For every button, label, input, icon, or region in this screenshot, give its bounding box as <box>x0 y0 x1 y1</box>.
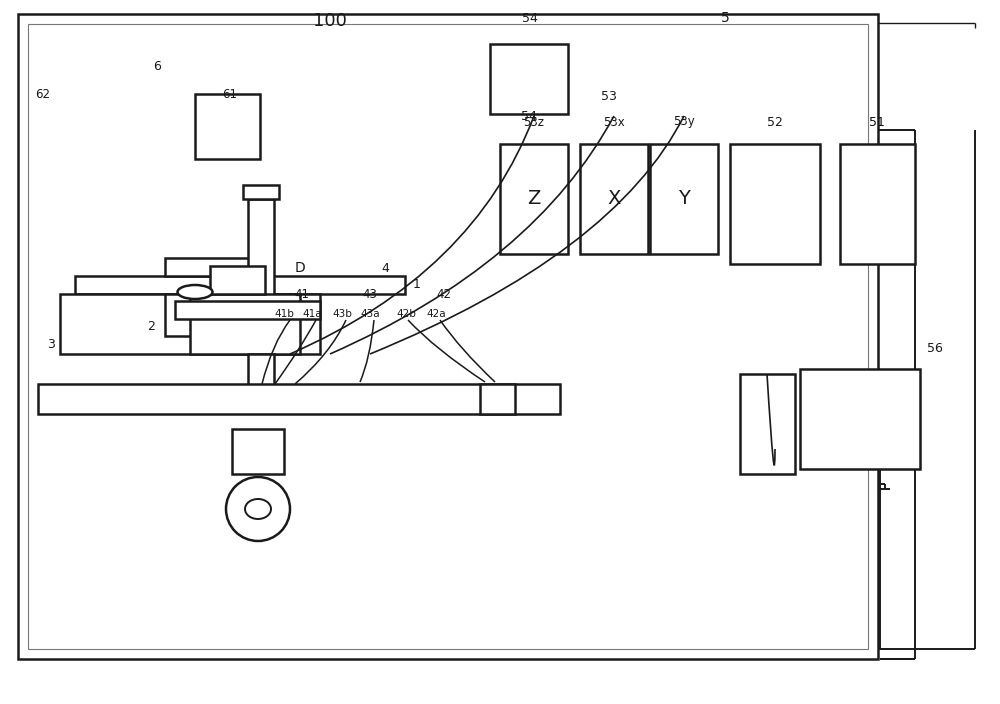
Bar <box>210 266 265 294</box>
Bar <box>18 14 878 659</box>
Text: 52: 52 <box>767 115 783 129</box>
Text: 43b: 43b <box>332 309 352 319</box>
Bar <box>165 258 265 276</box>
Bar <box>730 144 820 264</box>
Bar <box>580 144 648 254</box>
Text: 43: 43 <box>363 287 377 301</box>
Bar <box>740 374 795 474</box>
Text: Z: Z <box>527 189 541 208</box>
Bar <box>165 294 225 336</box>
Text: 56: 56 <box>927 343 943 356</box>
Text: 42a: 42a <box>426 309 446 319</box>
Text: 2: 2 <box>147 320 155 332</box>
Text: 41: 41 <box>294 287 310 301</box>
Bar <box>248 354 274 394</box>
Text: 6: 6 <box>153 60 161 73</box>
Text: 5: 5 <box>721 11 729 25</box>
Bar <box>650 144 718 254</box>
Text: 42: 42 <box>436 287 452 301</box>
Text: 61: 61 <box>222 87 238 101</box>
Bar <box>840 144 915 264</box>
Bar <box>480 384 515 414</box>
Text: 3: 3 <box>47 337 55 351</box>
Bar <box>60 294 320 354</box>
Bar <box>500 144 568 254</box>
Text: Y: Y <box>678 189 690 208</box>
Text: 42b: 42b <box>396 309 416 319</box>
Bar <box>38 384 560 414</box>
Text: 4: 4 <box>381 263 389 275</box>
Text: 1: 1 <box>413 279 421 291</box>
Text: 53x: 53x <box>603 115 625 129</box>
Text: D: D <box>295 261 306 275</box>
Bar <box>75 276 405 294</box>
Bar <box>175 301 320 319</box>
Text: 54: 54 <box>522 13 538 25</box>
Text: 100: 100 <box>313 12 347 30</box>
Bar <box>28 24 868 649</box>
Text: 41a: 41a <box>302 309 322 319</box>
Text: X: X <box>607 189 621 208</box>
Text: 54: 54 <box>521 110 537 122</box>
Text: 53: 53 <box>601 89 617 103</box>
Bar <box>800 369 920 469</box>
Bar <box>243 185 279 199</box>
Bar <box>195 94 260 159</box>
Ellipse shape <box>178 285 212 299</box>
Text: 53y: 53y <box>673 115 695 129</box>
Circle shape <box>226 477 290 541</box>
Text: 43a: 43a <box>360 309 380 319</box>
Bar <box>190 294 300 354</box>
Text: 62: 62 <box>35 87 50 101</box>
Bar <box>490 44 568 114</box>
Text: 41b: 41b <box>274 309 294 319</box>
Bar <box>248 199 274 344</box>
Text: 51: 51 <box>869 115 885 129</box>
Ellipse shape <box>245 499 271 519</box>
Text: 53z: 53z <box>524 115 544 129</box>
Bar <box>232 429 284 474</box>
